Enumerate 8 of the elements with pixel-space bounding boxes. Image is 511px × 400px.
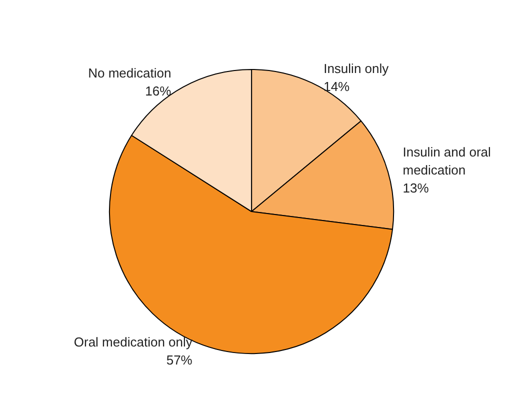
slice-label: Insulin only [324, 61, 390, 76]
data-label: 14% [324, 79, 350, 94]
data-label: 57% [166, 352, 193, 368]
slice-label: No medication [88, 65, 172, 80]
slice-label: Oral medication only [74, 334, 193, 350]
data-label: 16% [145, 83, 172, 98]
data-label: 13% [402, 180, 430, 196]
slice-label: Insulin and oral medication [402, 144, 495, 178]
